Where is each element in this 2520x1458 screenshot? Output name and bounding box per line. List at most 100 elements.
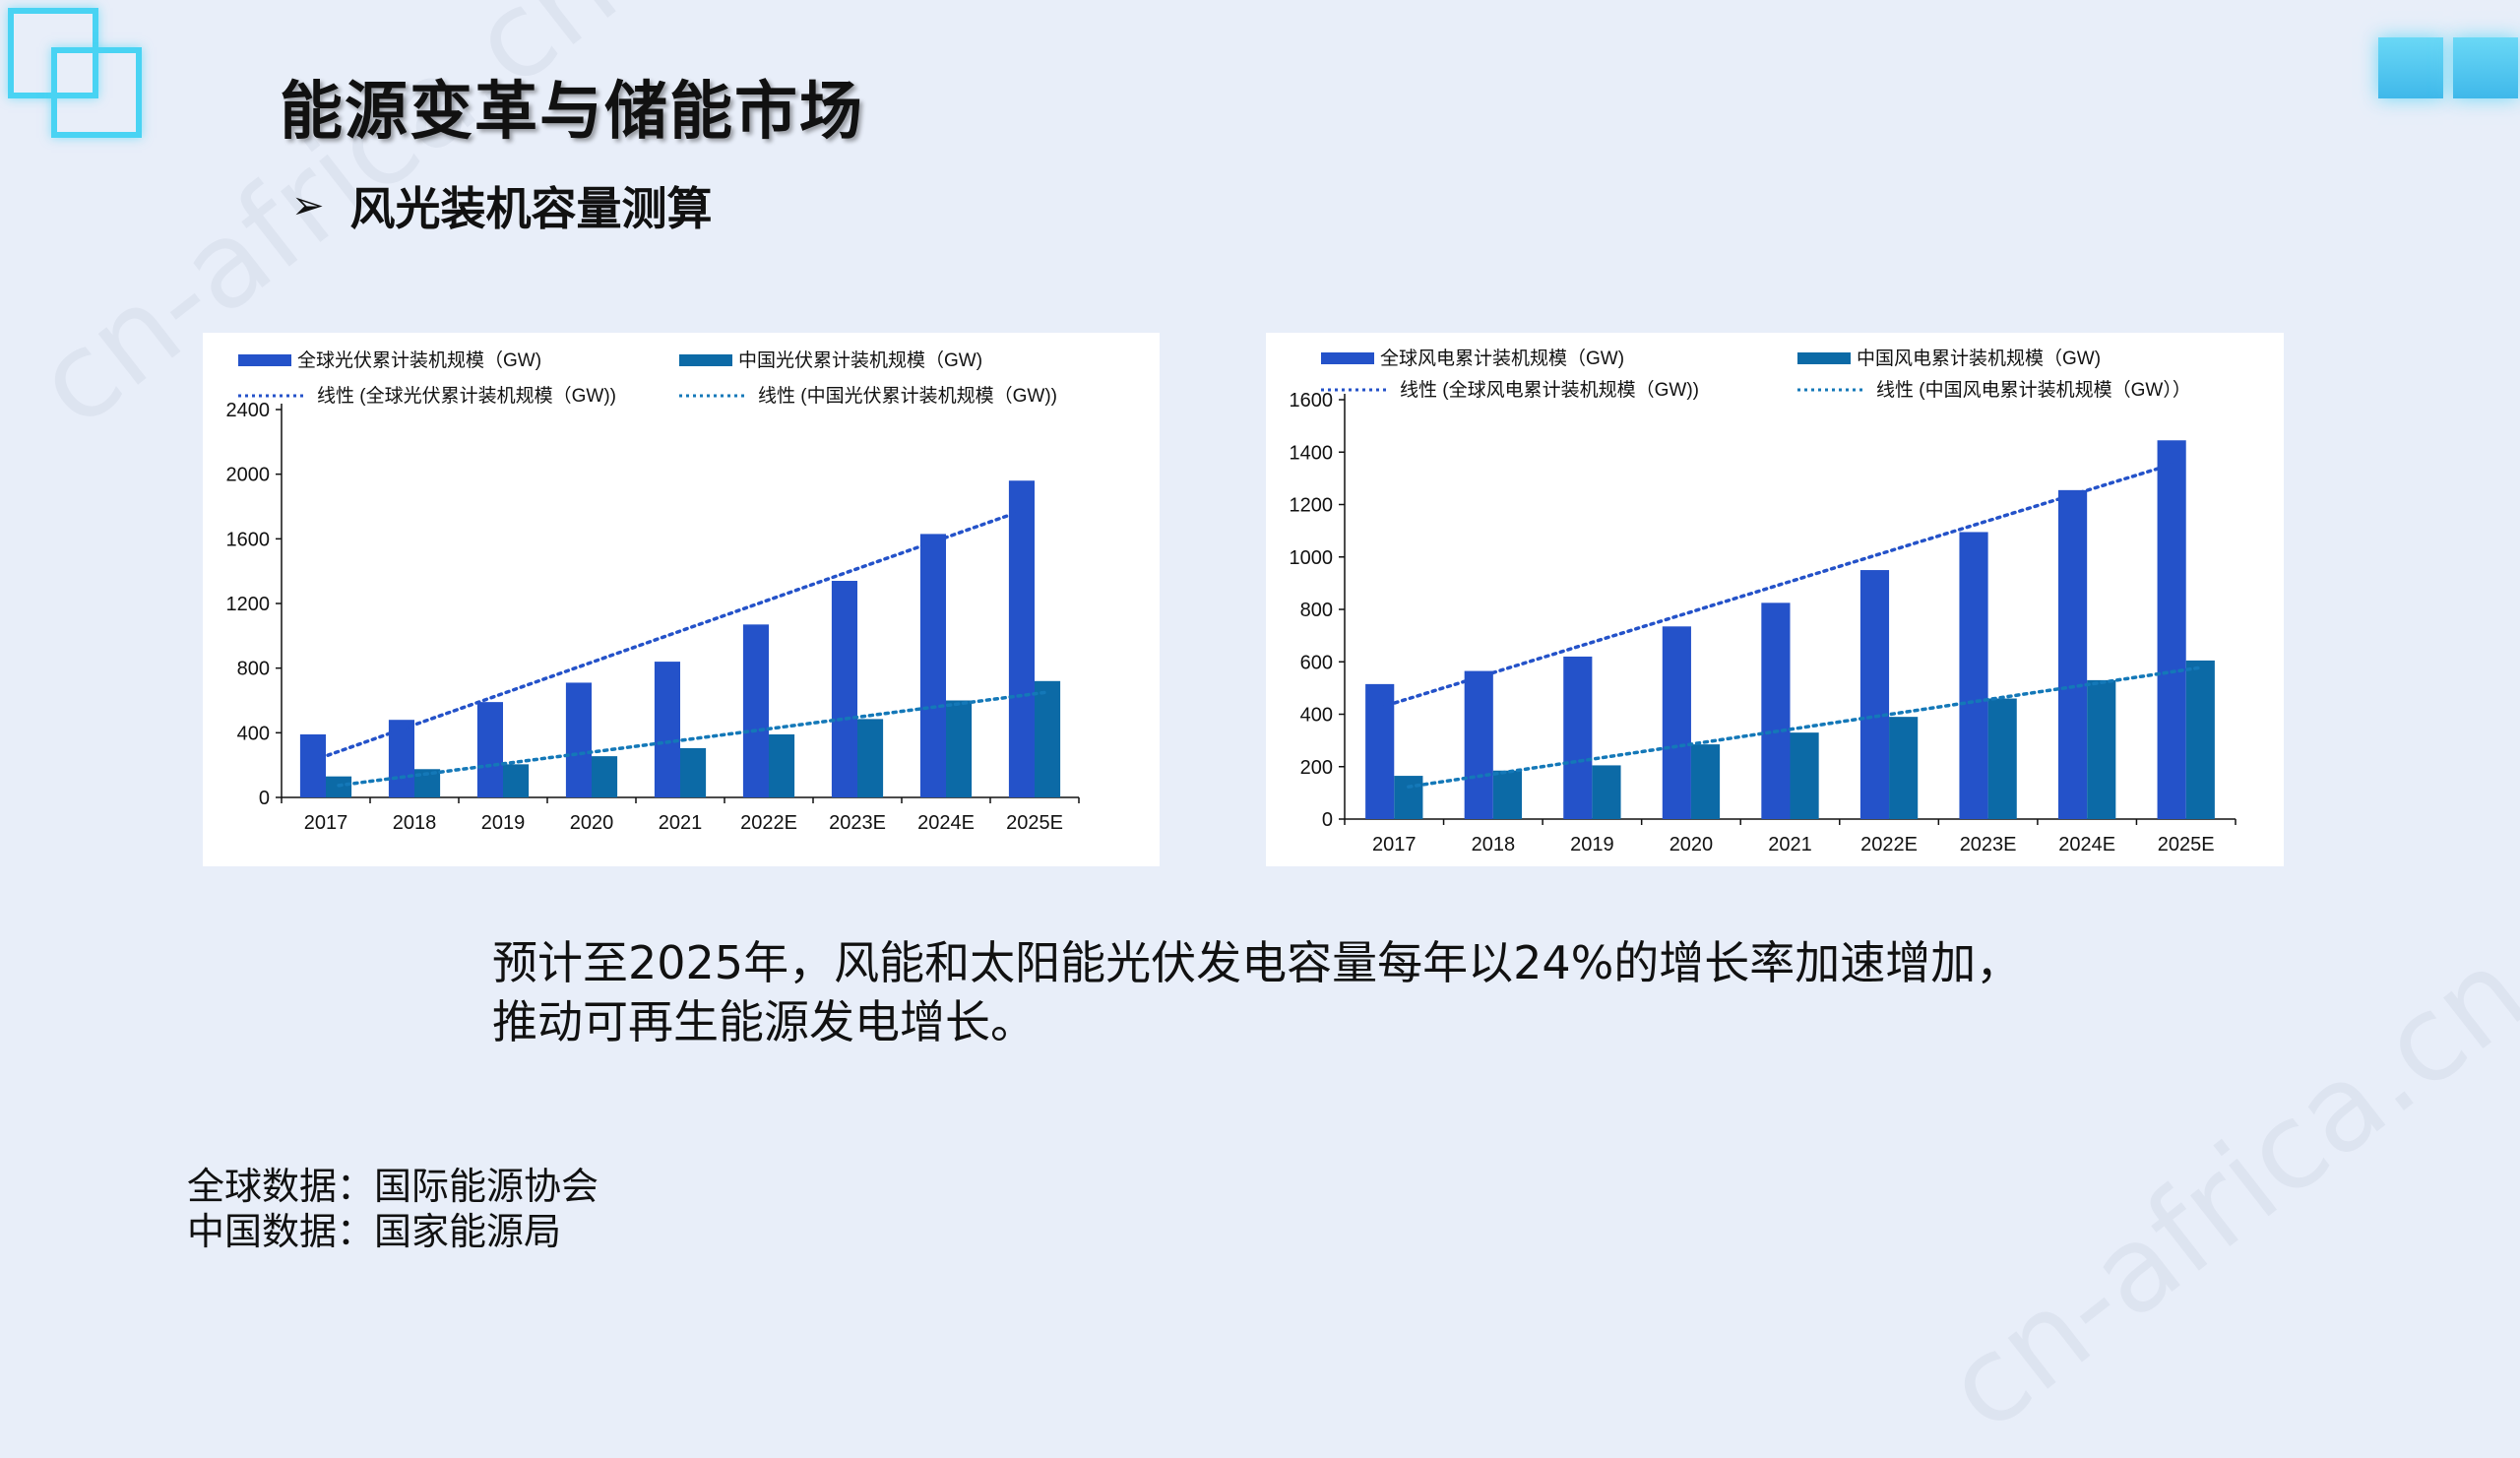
x-tick-label: 2017 [1372,834,1417,856]
deco-block [2378,37,2443,98]
bar-china [592,756,618,797]
bar-global [1662,626,1691,819]
bar-global [831,581,857,797]
legend-label: 全球光伏累计装机规模（GW) [297,349,541,371]
wind-chart-svg: 全球风电累计装机规模（GW) 中国风电累计装机规模（GW) 线性 (全球风电累计装机… [1290,348,2236,856]
bar-global [1859,570,1890,819]
y-tick-label: 2000 [226,465,271,486]
page-title: 能源变革与储能市场 [280,76,864,149]
arrow-bullet-icon: ➢ [291,183,325,228]
bar-global [742,624,769,797]
x-tick-label: 2019 [481,812,526,834]
legend-label: 线性 (全球风电累计装机规模（GW)) [1400,379,1699,401]
legend-label: 中国风电累计装机规模（GW) [1857,348,2101,369]
decorative-blocks [2376,18,2520,126]
y-tick-label: 600 [1300,652,1333,673]
x-tick-label: 2021 [659,812,703,834]
summary-line: 预计至2025年，风能和太阳能光伏发电容量每年以24%的增长率加速增加， [492,936,2022,989]
legend-label: 线性 (中国风电累计装机规模（GW）） [1876,379,2191,401]
x-tick-label: 2022E [1860,834,1918,856]
bar-china [680,747,707,797]
bar-china [2185,660,2215,819]
bar-global [476,702,503,797]
y-tick-label: 1600 [226,529,271,550]
bar-global [654,662,680,797]
y-tick-label: 800 [237,659,270,680]
bar-china [1690,744,1721,819]
bar-global [2058,489,2088,819]
legend-label: 中国光伏累计装机规模（GW) [738,349,982,371]
y-tick-label: 800 [1300,600,1333,621]
x-tick-label: 2020 [1670,834,1714,856]
x-tick-label: 2019 [1570,834,1614,856]
deco-block [2453,37,2518,98]
y-tick-label: 400 [1300,705,1333,727]
legend-label: 线性 (中国光伏累计装机规模（GW)) [758,385,1057,407]
y-tick-label: 0 [259,788,270,809]
wind-capacity-chart: 全球风电累计装机规模（GW) 中国风电累计装机规模（GW) 线性 (全球风电累计装机… [1266,333,2284,866]
solar-capacity-chart: 全球光伏累计装机规模（GW) 中国光伏累计装机规模（GW) 线性 (全球光伏累计装机… [203,333,1160,866]
bar-global [919,534,946,797]
x-tick-label: 2024E [2058,834,2115,856]
bar-global [1008,480,1035,797]
y-tick-label: 200 [1300,757,1333,779]
bar-china [503,764,530,797]
solar-chart-svg: 全球光伏累计装机规模（GW) 中国光伏累计装机规模（GW) 线性 (全球光伏累计装机… [226,349,1080,834]
y-tick-label: 1200 [226,594,271,615]
y-tick-label: 400 [237,723,270,744]
bar-global [388,720,414,797]
deco-square [51,47,142,138]
bar-global [2157,440,2186,819]
legend-swatch [679,354,732,366]
y-tick-label: 1400 [1290,442,1334,464]
source-china: 中国数据：国家能源局 [187,1210,562,1253]
legend-label: 线性 (全球光伏累计装机规模（GW)) [317,385,616,407]
legend-label: 全球风电累计装机规模（GW) [1380,348,1624,369]
bar-china [1790,732,1819,819]
bar-global [1464,670,1493,819]
bar-china [2087,679,2116,819]
y-tick-label: 2400 [226,400,271,421]
x-tick-label: 2023E [829,812,886,834]
y-tick-label: 0 [1322,809,1333,831]
trendline [337,690,1049,788]
bar-china [769,733,795,797]
summary-line: 推动可再生能源发电增长。 [492,995,1036,1048]
x-tick-label: 2018 [393,812,437,834]
summary-text: 预计至2025年，风能和太阳能光伏发电容量每年以24%的增长率加速增加， 推动可… [492,933,2166,1051]
bar-global [1959,532,1988,819]
data-sources: 全球数据：国际能源协会 中国数据：国家能源局 [187,1164,598,1254]
y-tick-label: 1600 [1290,390,1334,412]
bar-global [299,733,326,797]
legend-swatch [1321,352,1374,364]
bar-global [1563,656,1593,819]
bar-global [1761,602,1791,819]
x-tick-label: 2020 [570,812,614,834]
x-tick-label: 2025E [2158,834,2215,856]
trendline [1377,462,2174,710]
x-tick-label: 2021 [1768,834,1812,856]
x-tick-label: 2018 [1472,834,1516,856]
bar-china [1889,717,1919,819]
legend-swatch [1797,352,1851,364]
bar-global [565,682,592,797]
subtitle-text: 风光装机容量测算 [349,182,713,235]
x-tick-label: 2023E [1960,834,2017,856]
bar-china [1394,776,1423,819]
x-tick-label: 2022E [740,812,797,834]
y-tick-label: 1200 [1290,495,1334,517]
x-tick-label: 2024E [917,812,975,834]
trendline [311,509,1024,763]
bar-china [1592,765,1621,819]
bar-china [946,700,973,797]
bar-china [1987,698,2017,819]
bar-china [857,719,884,797]
source-global: 全球数据：国际能源协会 [187,1165,599,1208]
bar-china [1035,680,1061,797]
trendline [1407,666,2203,789]
x-tick-label: 2017 [304,812,348,834]
section-subtitle: ➢ 风光装机容量测算 [291,173,713,238]
y-tick-label: 1000 [1290,547,1334,569]
legend-swatch [238,354,291,366]
bar-china [1492,770,1522,819]
